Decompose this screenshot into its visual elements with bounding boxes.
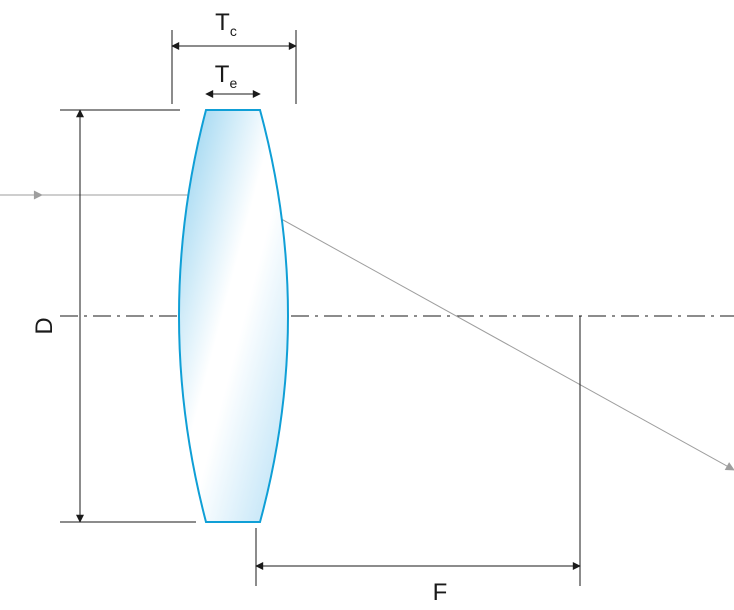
label-Te-main: T [215, 61, 230, 88]
label-Te-sub: e [229, 75, 237, 91]
label-Tc-main: T [215, 9, 230, 36]
label-F: F [433, 579, 448, 606]
svg-text:Tc: Tc [215, 9, 237, 39]
lens-diagram: D Tc Te F [0, 0, 734, 610]
dimension-Te: Te [206, 61, 260, 94]
dimension-F: F [256, 316, 580, 606]
label-D: D [31, 317, 58, 334]
lens-shape [179, 110, 288, 522]
svg-text:Te: Te [215, 61, 238, 91]
ray-refracted [238, 195, 734, 470]
label-Tc-sub: c [230, 23, 237, 39]
